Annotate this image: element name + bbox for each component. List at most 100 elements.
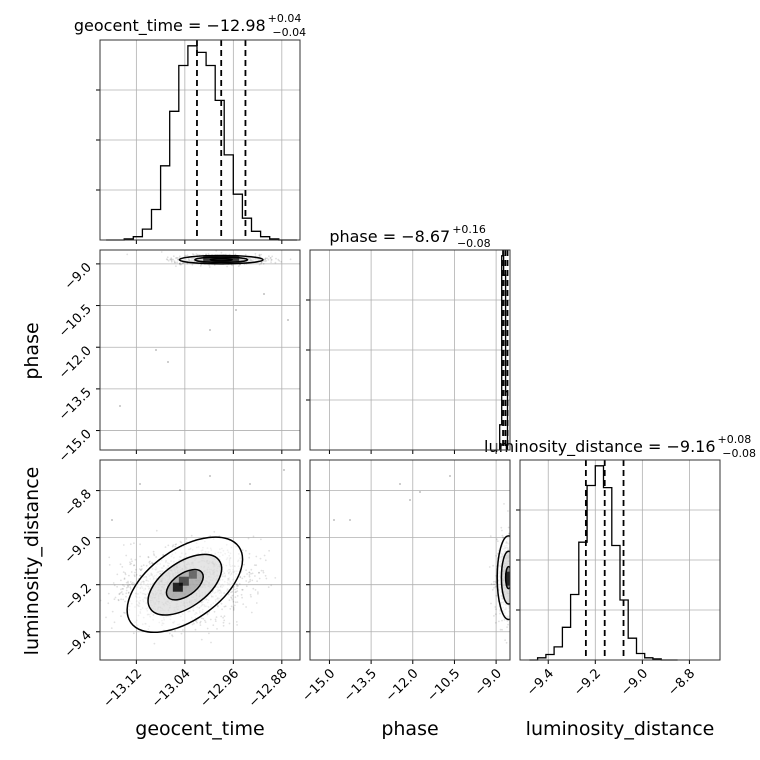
histogram-bin (179, 65, 188, 240)
sample-point (254, 252, 257, 255)
sample-point (512, 592, 514, 594)
sample-point (250, 572, 252, 575)
sample-point (149, 562, 151, 565)
sample-point (247, 581, 250, 584)
sample-point (513, 588, 515, 590)
sample-point (147, 556, 150, 558)
sample-point (511, 563, 513, 565)
sample-point (208, 632, 210, 635)
sample-point (213, 610, 216, 613)
sample-point (133, 582, 136, 585)
sample-point (518, 583, 520, 585)
sample-point (165, 258, 168, 260)
sample-point (116, 585, 118, 588)
sample-point (506, 626, 508, 628)
sample-point (511, 541, 513, 543)
sample-point (511, 570, 513, 572)
sample-point (113, 598, 116, 601)
sample-point (121, 587, 124, 590)
sample-point (511, 597, 513, 599)
sample-point (236, 624, 239, 626)
title-geocent-time: geocent_time = −12.98 +0.04 −0.04 (74, 12, 306, 39)
sample-point (503, 503, 505, 505)
sample-point (514, 563, 516, 565)
sample-point (514, 540, 516, 542)
sample-point (500, 526, 503, 529)
sample-point (513, 568, 515, 570)
sample-point (125, 589, 128, 592)
sample-point (270, 259, 273, 261)
sample-point (492, 564, 494, 567)
outlier-point (111, 519, 113, 521)
sample-point (518, 569, 520, 571)
sample-point (134, 558, 137, 561)
sample-point (252, 587, 255, 590)
sample-point (512, 589, 514, 591)
sample-point (510, 622, 512, 624)
sample-point (518, 582, 520, 584)
sample-point (132, 583, 134, 586)
sample-point (496, 540, 499, 543)
sample-point (222, 621, 225, 624)
sample-point (127, 592, 130, 594)
sample-point (495, 555, 497, 557)
sample-point (512, 533, 514, 535)
sample-point (248, 574, 251, 576)
sample-point (490, 602, 492, 605)
sample-point (178, 263, 181, 265)
sample-point (511, 543, 513, 545)
sample-point (134, 571, 136, 574)
sample-point (196, 621, 198, 624)
sample-point (516, 584, 518, 586)
sample-point (162, 554, 165, 556)
sample-point (258, 254, 261, 257)
outlier-point (409, 499, 411, 501)
sample-point (513, 563, 515, 565)
sample-point (129, 586, 132, 589)
sample-point (120, 615, 122, 617)
sample-point (220, 615, 223, 618)
sample-point (252, 535, 255, 538)
sample-point (175, 257, 177, 259)
sample-point (517, 591, 519, 593)
sample-point (230, 596, 232, 599)
sample-point (125, 554, 128, 557)
sample-point (517, 598, 519, 600)
sample-point (513, 578, 515, 580)
histogram-step-line (106, 45, 297, 241)
sample-point (250, 568, 253, 571)
histogram-bin (152, 209, 161, 240)
scatter-points (100, 469, 285, 645)
sample-point (121, 593, 124, 596)
sample-point (176, 257, 179, 259)
sample-point (262, 262, 265, 265)
sample-point (517, 593, 519, 595)
sample-point (223, 605, 226, 608)
sample-point (178, 262, 181, 265)
sample-point (124, 612, 126, 614)
sample-point (495, 594, 498, 597)
sample-point (264, 260, 266, 263)
sample-point (491, 588, 494, 591)
sample-point (123, 611, 125, 614)
sample-point (507, 510, 509, 512)
sample-point (511, 589, 513, 591)
sample-point (122, 584, 124, 586)
sample-point (511, 614, 513, 616)
sample-point (516, 595, 518, 597)
sample-point (234, 253, 237, 256)
sample-point (512, 622, 514, 624)
sample-point (215, 616, 218, 618)
sample-point (145, 564, 148, 567)
sample-point (220, 602, 223, 605)
sample-point (513, 569, 515, 571)
sample-point (516, 572, 518, 574)
outlier-point (179, 489, 181, 491)
sample-point (240, 593, 243, 596)
sample-point (514, 601, 516, 603)
sample-point (232, 600, 235, 603)
hist-grid (100, 40, 300, 240)
sample-point (123, 578, 126, 580)
sample-point (516, 571, 518, 573)
